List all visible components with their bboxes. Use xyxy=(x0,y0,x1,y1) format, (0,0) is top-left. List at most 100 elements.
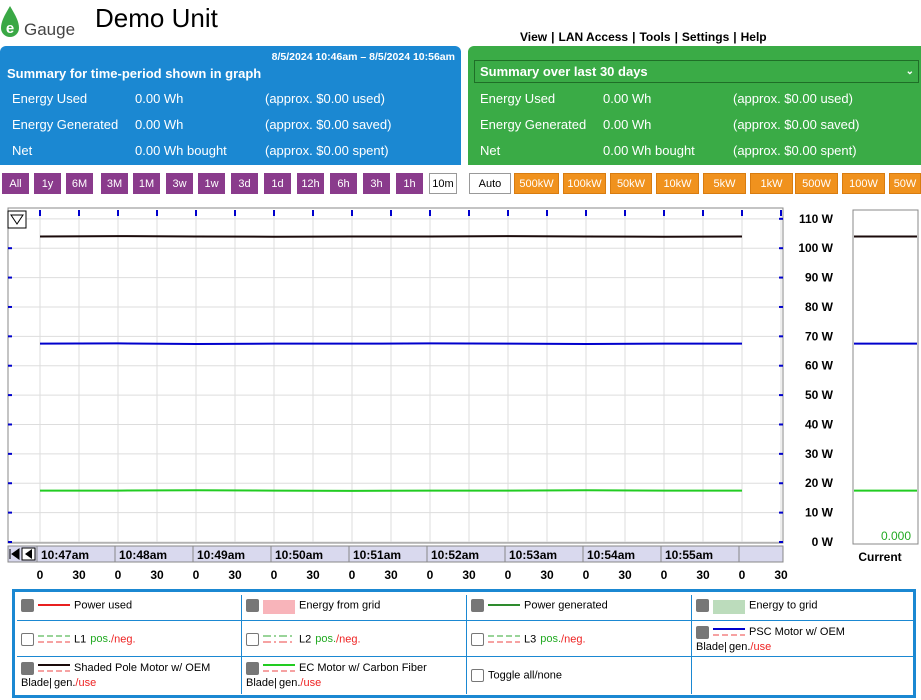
x-second-label: 30 xyxy=(150,568,164,582)
checkbox[interactable] xyxy=(471,633,484,646)
summary-cell: (approx. $0.00 spent) xyxy=(265,143,389,158)
current-label: Current xyxy=(858,550,901,564)
nav-link[interactable]: Tools xyxy=(639,30,670,44)
time-button[interactable]: 3h xyxy=(363,173,390,194)
x-second-label: 30 xyxy=(696,568,710,582)
y-tick-label: 40 W xyxy=(805,417,834,431)
x-tick-label: 10:51am xyxy=(353,548,401,562)
select-arrow: ⌄ xyxy=(906,61,914,82)
time-button[interactable]: 1w xyxy=(198,173,225,194)
logo-text: Gauge xyxy=(24,20,75,40)
scale-button[interactable]: 5kW xyxy=(703,173,746,194)
scale-button[interactable]: Auto xyxy=(469,173,511,194)
legend-use: /use xyxy=(750,641,771,653)
time-button[interactable]: 3w xyxy=(166,173,193,194)
swatch xyxy=(38,634,70,645)
legend-icon xyxy=(488,634,520,645)
scale-button[interactable]: 100W xyxy=(842,173,885,194)
x-second-label: 30 xyxy=(540,568,554,582)
nav-link[interactable]: Help xyxy=(741,30,767,44)
scale-button[interactable]: 1kW xyxy=(750,173,793,194)
scale-button[interactable]: 50kW xyxy=(610,173,652,194)
legend-cell: EC Motor w/ Carbon Fiber Blade|gen./use xyxy=(242,657,467,694)
checkbox[interactable] xyxy=(21,633,34,646)
checkbox[interactable] xyxy=(696,626,709,639)
legend-cell xyxy=(692,657,914,694)
nav-link[interactable]: Settings xyxy=(682,30,729,44)
legend-label: L3 xyxy=(524,633,536,645)
swatch xyxy=(263,600,295,614)
legend-use: /use xyxy=(300,677,321,689)
series-line xyxy=(40,236,742,237)
legend: Power usedEnergy from gridPower generate… xyxy=(12,589,916,698)
x-second-label: 0 xyxy=(661,568,668,582)
x-second-label: 30 xyxy=(774,568,788,582)
nav-sep: | xyxy=(675,30,678,44)
period-select[interactable]: Summary over last 30 days ⌄ xyxy=(474,60,919,83)
time-button[interactable]: 1h xyxy=(396,173,423,194)
legend-label: Power used xyxy=(74,599,132,611)
time-button[interactable]: All xyxy=(2,173,29,194)
y-tick-label: 90 W xyxy=(805,271,834,285)
x-tick-label: 10:49am xyxy=(197,548,245,562)
checkbox[interactable] xyxy=(696,599,709,612)
x-tick-label: 10:55am xyxy=(665,548,713,562)
x-tick-label: 10:50am xyxy=(275,548,323,562)
checkbox[interactable] xyxy=(21,662,34,675)
y-tick-label: 110 W xyxy=(799,212,834,226)
nav-link[interactable]: View xyxy=(520,30,547,44)
time-button[interactable]: 1M xyxy=(133,173,160,194)
summary-cell: Energy Generated xyxy=(480,117,586,132)
legend-label: Energy to grid xyxy=(749,599,817,611)
checkbox[interactable] xyxy=(471,599,484,612)
legend-cell: Power used xyxy=(17,595,242,621)
svg-text:e: e xyxy=(6,20,14,37)
toggle-label[interactable]: Toggle all/none xyxy=(488,669,562,681)
checkbox[interactable] xyxy=(246,633,259,646)
summary-title: Summary for time-period shown in graph xyxy=(7,66,261,81)
legend-label: Energy from grid xyxy=(299,599,380,611)
scale-button[interactable]: 50W xyxy=(889,173,921,194)
legend-gen: gen. xyxy=(54,677,75,689)
legend-neg: /neg. xyxy=(561,633,585,645)
checkbox[interactable] xyxy=(246,662,259,675)
legend-gen: gen. xyxy=(279,677,300,689)
summary-cell: 0.00 Wh xyxy=(135,117,183,132)
summary-cell: 0.00 Wh xyxy=(135,91,183,106)
scale-button[interactable]: 100kW xyxy=(563,173,606,194)
legend-icon xyxy=(38,663,70,674)
time-button[interactable]: 10m xyxy=(429,173,457,194)
summary-30days: Summary over last 30 days⌄ Energy Used0.… xyxy=(468,46,921,165)
time-button[interactable]: 6M xyxy=(66,173,93,194)
current-panel xyxy=(853,210,918,544)
x-second-label: 30 xyxy=(618,568,632,582)
time-button[interactable]: 1d xyxy=(264,173,291,194)
x-second-label: 0 xyxy=(349,568,356,582)
legend-icon xyxy=(713,600,745,611)
x-second-label: 30 xyxy=(306,568,320,582)
scale-button[interactable]: 10kW xyxy=(656,173,699,194)
time-button[interactable]: 6h xyxy=(330,173,357,194)
nav-link[interactable]: LAN Access xyxy=(559,30,629,44)
swatch xyxy=(263,634,295,645)
time-button[interactable]: 3d xyxy=(231,173,258,194)
scale-button[interactable]: 500W xyxy=(795,173,838,194)
scale-button[interactable]: 500kW xyxy=(514,173,559,194)
x-second-label: 0 xyxy=(583,568,590,582)
y-tick-label: 10 W xyxy=(805,506,834,520)
legend-label: L1 xyxy=(74,633,86,645)
nav-sep: | xyxy=(632,30,635,44)
checkbox[interactable] xyxy=(471,669,484,682)
y-tick-label: 50 W xyxy=(805,388,834,402)
summary-title: Summary over last 30 days xyxy=(480,64,648,79)
time-button[interactable]: 3M xyxy=(101,173,128,194)
x-second-label: 30 xyxy=(384,568,398,582)
x-second-label: 30 xyxy=(228,568,242,582)
swatch xyxy=(488,600,520,611)
legend-use: /use xyxy=(75,677,96,689)
time-button[interactable]: 1y xyxy=(34,173,61,194)
checkbox[interactable] xyxy=(246,599,259,612)
time-button[interactable]: 12h xyxy=(297,173,324,194)
x-second-label: 0 xyxy=(427,568,434,582)
checkbox[interactable] xyxy=(21,599,34,612)
